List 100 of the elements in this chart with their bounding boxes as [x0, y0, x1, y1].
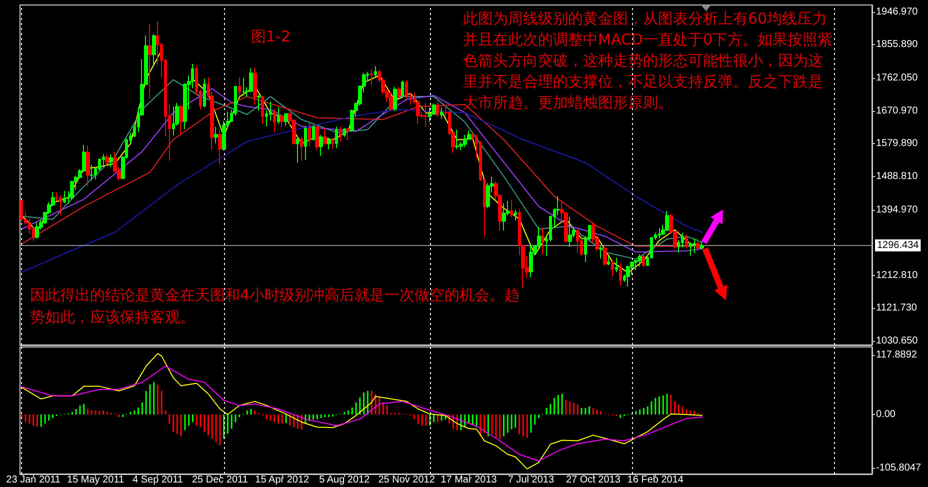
- y-tick-label: 1488.810: [876, 170, 918, 182]
- candlestick: [315, 126, 319, 150]
- candlestick: [70, 180, 74, 200]
- candlestick: [312, 124, 315, 140]
- y-tick-label: -105.8047: [876, 462, 922, 474]
- candlestick: [615, 257, 618, 273]
- x-tick-label: 25 Dec 2011: [192, 474, 248, 486]
- y-tick-label: 0.00: [876, 409, 896, 420]
- candlestick: [284, 112, 288, 126]
- x-tick-label: 15 Apr 2012: [255, 474, 310, 486]
- candlestick: [218, 128, 222, 165]
- candlestick: [35, 222, 39, 239]
- candlestick: [253, 66, 257, 105]
- candlestick: [436, 101, 439, 118]
- candlestick: [300, 136, 303, 162]
- candlestick: [105, 154, 109, 166]
- candlestick: [323, 127, 327, 146]
- x-tick-label: 27 Oct 2013: [566, 474, 621, 486]
- candlestick: [343, 128, 346, 138]
- candlestick: [109, 154, 113, 168]
- candlestick: [277, 106, 280, 124]
- candlestick: [249, 68, 253, 93]
- candlestick: [685, 234, 688, 249]
- candlestick: [401, 80, 404, 96]
- candlestick: [607, 256, 610, 266]
- candlestick: [611, 260, 614, 277]
- x-tick-label: 5 Aug 2012: [319, 474, 370, 486]
- candlestick: [689, 242, 692, 256]
- candlestick: [308, 121, 311, 147]
- candlestick: [658, 227, 661, 239]
- candlestick: [510, 199, 513, 218]
- x-tick-label: 4 Sep 2011: [132, 474, 184, 486]
- candlestick: [619, 262, 622, 286]
- candlestick: [393, 86, 397, 112]
- candlestick: [152, 34, 156, 66]
- candlestick: [242, 77, 245, 96]
- candlestick: [374, 66, 377, 78]
- candlestick: [455, 129, 459, 150]
- y-tick-label: 1670.970: [876, 105, 918, 116]
- candlestick: [296, 137, 299, 164]
- candlestick: [86, 144, 90, 186]
- candlestick: [599, 246, 603, 259]
- candlestick: [397, 86, 401, 99]
- candlestick: [693, 238, 696, 254]
- candlestick: [273, 108, 276, 133]
- text: 图1-2: [251, 28, 290, 46]
- x-tick-label: 25 Nov 2012: [378, 474, 436, 486]
- candlestick: [696, 238, 700, 252]
- candlestick: [568, 216, 572, 248]
- annotation: 因此得出的结论是黄金在天图和4小时级别冲高后就是一次做空的机会。趋势如此，应该保持客观。: [30, 286, 520, 326]
- candlestick: [59, 195, 62, 216]
- candlestick: [529, 244, 533, 278]
- candlestick: [203, 78, 206, 108]
- ref-line-label: 1296.434: [877, 240, 920, 251]
- candlestick: [90, 164, 93, 181]
- x-tick-label: 17 Mar 2013: [440, 474, 498, 486]
- candlestick: [63, 190, 66, 204]
- candlestick: [304, 126, 307, 160]
- candlestick: [346, 128, 350, 140]
- candlestick: [700, 241, 704, 250]
- candlestick: [319, 134, 323, 156]
- candlestick: [214, 126, 218, 144]
- candlestick: [424, 102, 428, 128]
- candlestick: [20, 199, 23, 222]
- x-tick-label: 15 May 2011: [66, 474, 125, 486]
- candlestick: [261, 96, 264, 124]
- candlestick: [179, 104, 183, 136]
- candlestick: [428, 106, 432, 123]
- candlestick: [638, 254, 642, 267]
- candlestick: [665, 210, 669, 232]
- candlestick: [339, 126, 342, 142]
- y-tick-label: 1030.650: [876, 335, 918, 346]
- candlestick: [148, 24, 152, 100]
- y-tick-label: 1212.810: [876, 270, 918, 281]
- candlestick: [580, 234, 583, 256]
- candlestick: [603, 246, 607, 266]
- x-tick-label: 23 Jan 2011: [6, 474, 61, 486]
- candlestick: [327, 136, 331, 150]
- candlestick: [440, 107, 443, 119]
- y-tick-label: 1855.890: [876, 39, 918, 50]
- candlestick: [576, 229, 579, 253]
- candlestick: [642, 252, 645, 268]
- line-series: [21, 366, 703, 462]
- candlestick: [370, 68, 373, 86]
- x-tick-label: 7 Jul 2013: [508, 474, 554, 486]
- y-tick-label: 1946.970: [876, 6, 918, 18]
- candlestick: [172, 106, 175, 136]
- x-tick-label: 16 Feb 2014: [627, 474, 684, 486]
- annotation: 此图为周线级别的黄金图，从图表分析上有60均线压力并且在此次的调整中MACD一直处于0下方。如果按照紫色箭头方向突破，这种走势的形态可能性很小，因为这里并不是合理的支撑位，不足以支持反弹。反之下跌是大市所趋。更加蜡烛图形原则。: [463, 10, 833, 112]
- candlestick: [463, 134, 467, 148]
- y-tick-label: 1579.890: [876, 138, 918, 150]
- candlestick: [514, 210, 517, 221]
- candlestick: [257, 94, 261, 112]
- candlestick: [389, 91, 393, 112]
- y-tick-label: 1121.730: [876, 302, 918, 314]
- candlestick: [331, 137, 334, 149]
- y-tick-label: 117.8892: [876, 350, 918, 361]
- y-tick-label: 1762.050: [876, 72, 918, 84]
- y-tick-label: 1394.970: [876, 204, 918, 216]
- candlestick: [541, 226, 544, 256]
